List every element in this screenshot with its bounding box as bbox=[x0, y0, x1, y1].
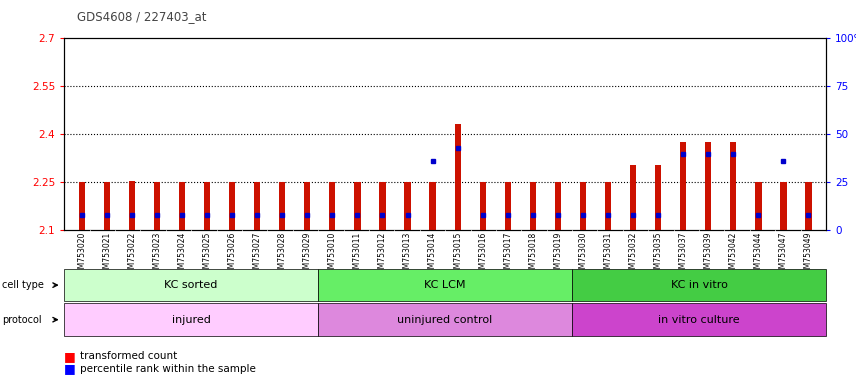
Text: injured: injured bbox=[172, 314, 211, 325]
Bar bbox=[79, 182, 85, 230]
Bar bbox=[655, 165, 662, 230]
Text: KC in vitro: KC in vitro bbox=[670, 280, 728, 290]
Bar bbox=[479, 182, 486, 230]
Bar bbox=[430, 182, 436, 230]
Text: in vitro culture: in vitro culture bbox=[658, 314, 740, 325]
Bar bbox=[705, 142, 711, 230]
Bar bbox=[455, 124, 461, 230]
Bar bbox=[755, 182, 762, 230]
Bar bbox=[630, 165, 636, 230]
Text: KC sorted: KC sorted bbox=[164, 280, 218, 290]
Text: uninjured control: uninjured control bbox=[397, 314, 493, 325]
Text: KC LCM: KC LCM bbox=[425, 280, 466, 290]
Bar bbox=[179, 182, 185, 230]
Text: protocol: protocol bbox=[2, 314, 41, 325]
Bar bbox=[330, 182, 336, 230]
Bar bbox=[680, 142, 687, 230]
Bar bbox=[104, 182, 110, 230]
Bar bbox=[605, 182, 611, 230]
Bar bbox=[154, 182, 160, 230]
Bar bbox=[354, 182, 360, 230]
Bar bbox=[254, 182, 260, 230]
Bar bbox=[204, 182, 211, 230]
Text: GDS4608 / 227403_at: GDS4608 / 227403_at bbox=[77, 10, 206, 23]
Bar bbox=[530, 182, 536, 230]
Text: transformed count: transformed count bbox=[80, 351, 177, 361]
Bar bbox=[555, 182, 561, 230]
Bar bbox=[304, 182, 311, 230]
Text: cell type: cell type bbox=[2, 280, 44, 290]
Bar bbox=[781, 182, 787, 230]
Bar bbox=[505, 182, 511, 230]
Bar bbox=[580, 182, 586, 230]
Bar bbox=[229, 182, 235, 230]
Bar bbox=[404, 182, 411, 230]
Text: ■: ■ bbox=[64, 362, 76, 375]
Bar bbox=[805, 182, 811, 230]
Bar bbox=[279, 182, 285, 230]
Text: ■: ■ bbox=[64, 350, 76, 363]
Bar bbox=[379, 182, 385, 230]
Bar bbox=[128, 181, 135, 230]
Bar bbox=[730, 142, 736, 230]
Text: percentile rank within the sample: percentile rank within the sample bbox=[80, 364, 255, 374]
